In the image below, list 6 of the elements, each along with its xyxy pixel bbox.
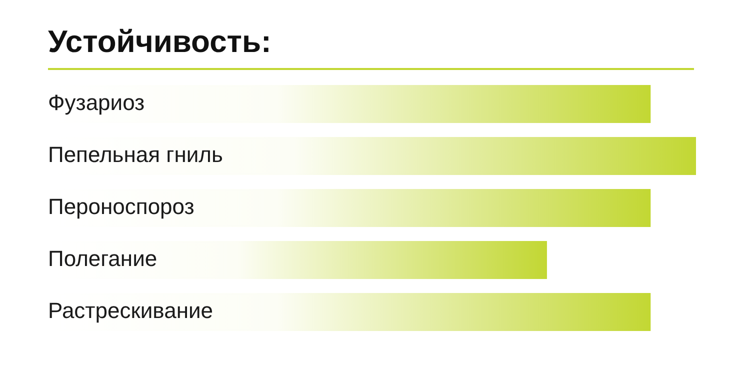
chart-title: Устойчивость: bbox=[48, 22, 694, 70]
y-tick-label: Растрескивание bbox=[48, 298, 213, 324]
y-tick-label: Пепельная гниль bbox=[48, 142, 223, 168]
y-tick-label: Фузариоз bbox=[48, 90, 145, 116]
y-tick-label: Полегание bbox=[48, 246, 158, 272]
y-tick-label: Пероноспороз bbox=[48, 194, 194, 220]
